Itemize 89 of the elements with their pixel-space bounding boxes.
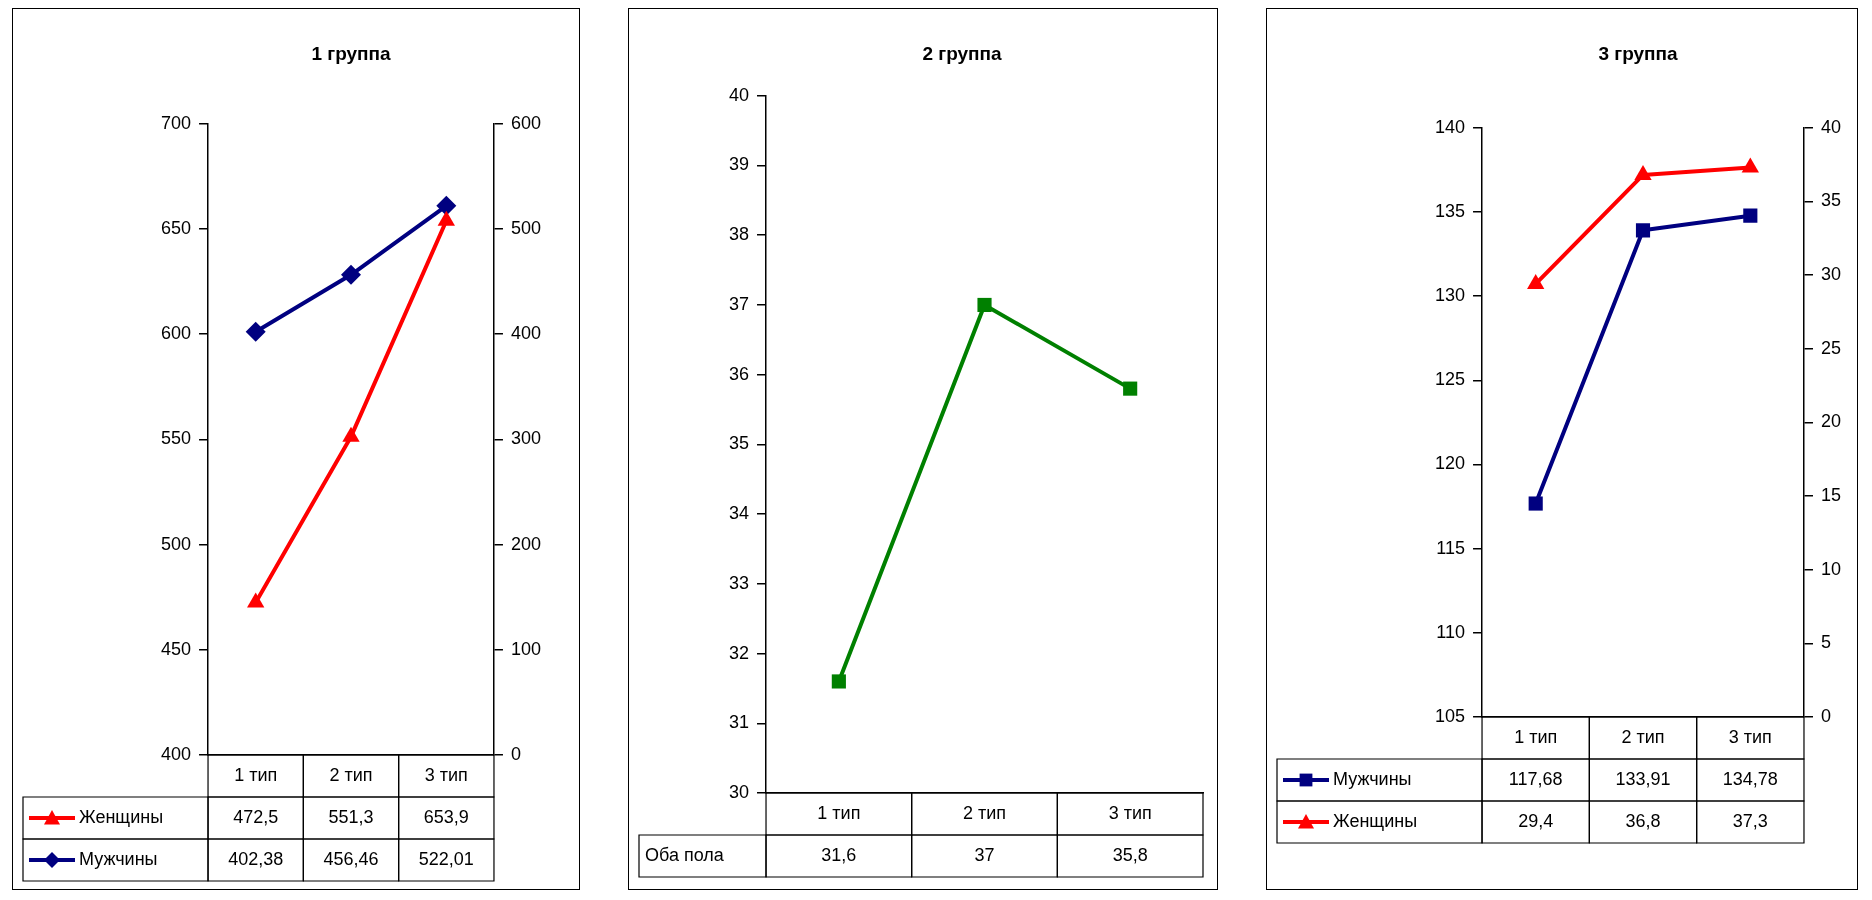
chart-title: 2 группа [922,42,1003,64]
data-label: 29,4 [1518,810,1554,831]
y-tick-label: 400 [160,743,192,764]
legend-label: Мужчины [1333,768,1412,789]
y2-tick-label: 0 [510,743,521,764]
y-tick-label: 40 [728,84,750,105]
y-tick-label: 140 [1434,116,1466,137]
y2-tick-label: 5 [1820,632,1831,653]
x-tick-label: 3 тип [1108,802,1152,823]
y2-tick-label: 25 [1820,337,1842,358]
data-label: 35,8 [1112,844,1148,865]
x-tick-label: 1 тип [1514,726,1558,747]
legend-label: Мужчины [79,848,158,869]
data-label: 133,91 [1615,768,1671,789]
y-tick-label: 550 [160,428,192,449]
chart-title: 3 группа [1598,42,1679,64]
text: Оба пола [645,844,725,865]
y-tick-label: 700 [160,112,192,133]
y-tick-label: 650 [160,217,192,238]
y2-tick-label: 35 [1820,190,1842,211]
y2-tick-label: 20 [1820,411,1842,432]
point [1635,223,1651,238]
x-tick-label: 1 тип [234,764,278,785]
y2-tick-label: 300 [510,428,542,449]
y-tick-label: 31 [728,712,750,733]
y-tick-label: 39 [728,154,750,175]
y2-tick-label: 100 [510,638,542,659]
data-label: 551,3 [328,806,374,827]
y-tick-label: 600 [160,323,192,344]
y-tick-label: 30 [728,781,750,802]
data-label: 31,6 [821,844,857,865]
data-label: 456,46 [323,848,379,869]
y-tick-label: 125 [1434,369,1466,390]
point [1527,273,1545,289]
y2-tick-label: 200 [510,533,542,554]
data-label: 36,8 [1625,810,1661,831]
x-tick-label: 3 тип [424,764,468,785]
data-label: 37,3 [1732,810,1768,831]
y2-tick-label: 600 [510,112,542,133]
y-tick-label: 32 [728,642,750,663]
point [1743,208,1758,223]
legend-label: Женщины [79,806,164,827]
y-tick-label: 500 [160,533,192,554]
y-tick-label: 33 [728,572,750,593]
data-label: 653,9 [423,806,469,827]
point [1634,164,1652,180]
y-tick-label: 135 [1434,200,1466,221]
x-tick-label: 3 тип [1728,726,1772,747]
y2-tick-label: 15 [1820,485,1842,506]
point [1528,496,1543,511]
point [1123,381,1138,396]
data-label: 402,38 [228,848,284,869]
y-tick-label: 120 [1434,453,1466,474]
x-tick-label: 1 тип [817,802,861,823]
y-tick-label: 38 [728,224,750,245]
y-tick-label: 110 [1436,621,1466,642]
point [977,297,992,313]
data-label: 117,68 [1508,768,1563,789]
point [831,674,846,689]
y2-tick-label: 400 [510,323,542,344]
chart-title: 1 группа [311,42,392,64]
y-tick-label: 34 [728,503,750,524]
data-label: 37 [974,844,995,865]
point [341,264,361,285]
y2-tick-label: 10 [1820,558,1842,579]
y-tick-label: 130 [1434,285,1466,306]
data-label: 472,5 [233,806,279,827]
point [437,210,455,226]
point [1741,157,1759,173]
point [342,426,360,442]
point [247,592,265,608]
y-tick-label: 36 [728,363,750,384]
y2-tick-label: 40 [1820,116,1842,137]
data-label: 134,78 [1722,768,1778,789]
y-tick-label: 35 [728,433,750,454]
y2-tick-label: 30 [1820,264,1842,285]
x-tick-label: 2 тип [962,802,1007,823]
point [436,195,457,216]
y2-tick-label: 500 [510,217,542,238]
y-tick-label: 115 [1436,537,1466,558]
y2-tick-label: 0 [1820,705,1831,726]
point [245,321,266,342]
x-tick-label: 2 тип [329,764,373,785]
legend-label: Женщины [1333,810,1418,831]
data-label: 522,01 [418,848,474,869]
y-tick-label: 450 [160,638,192,659]
y-tick-label: 37 [728,293,750,314]
x-tick-label: 2 тип [1621,726,1665,747]
y-tick-label: 105 [1434,705,1466,726]
